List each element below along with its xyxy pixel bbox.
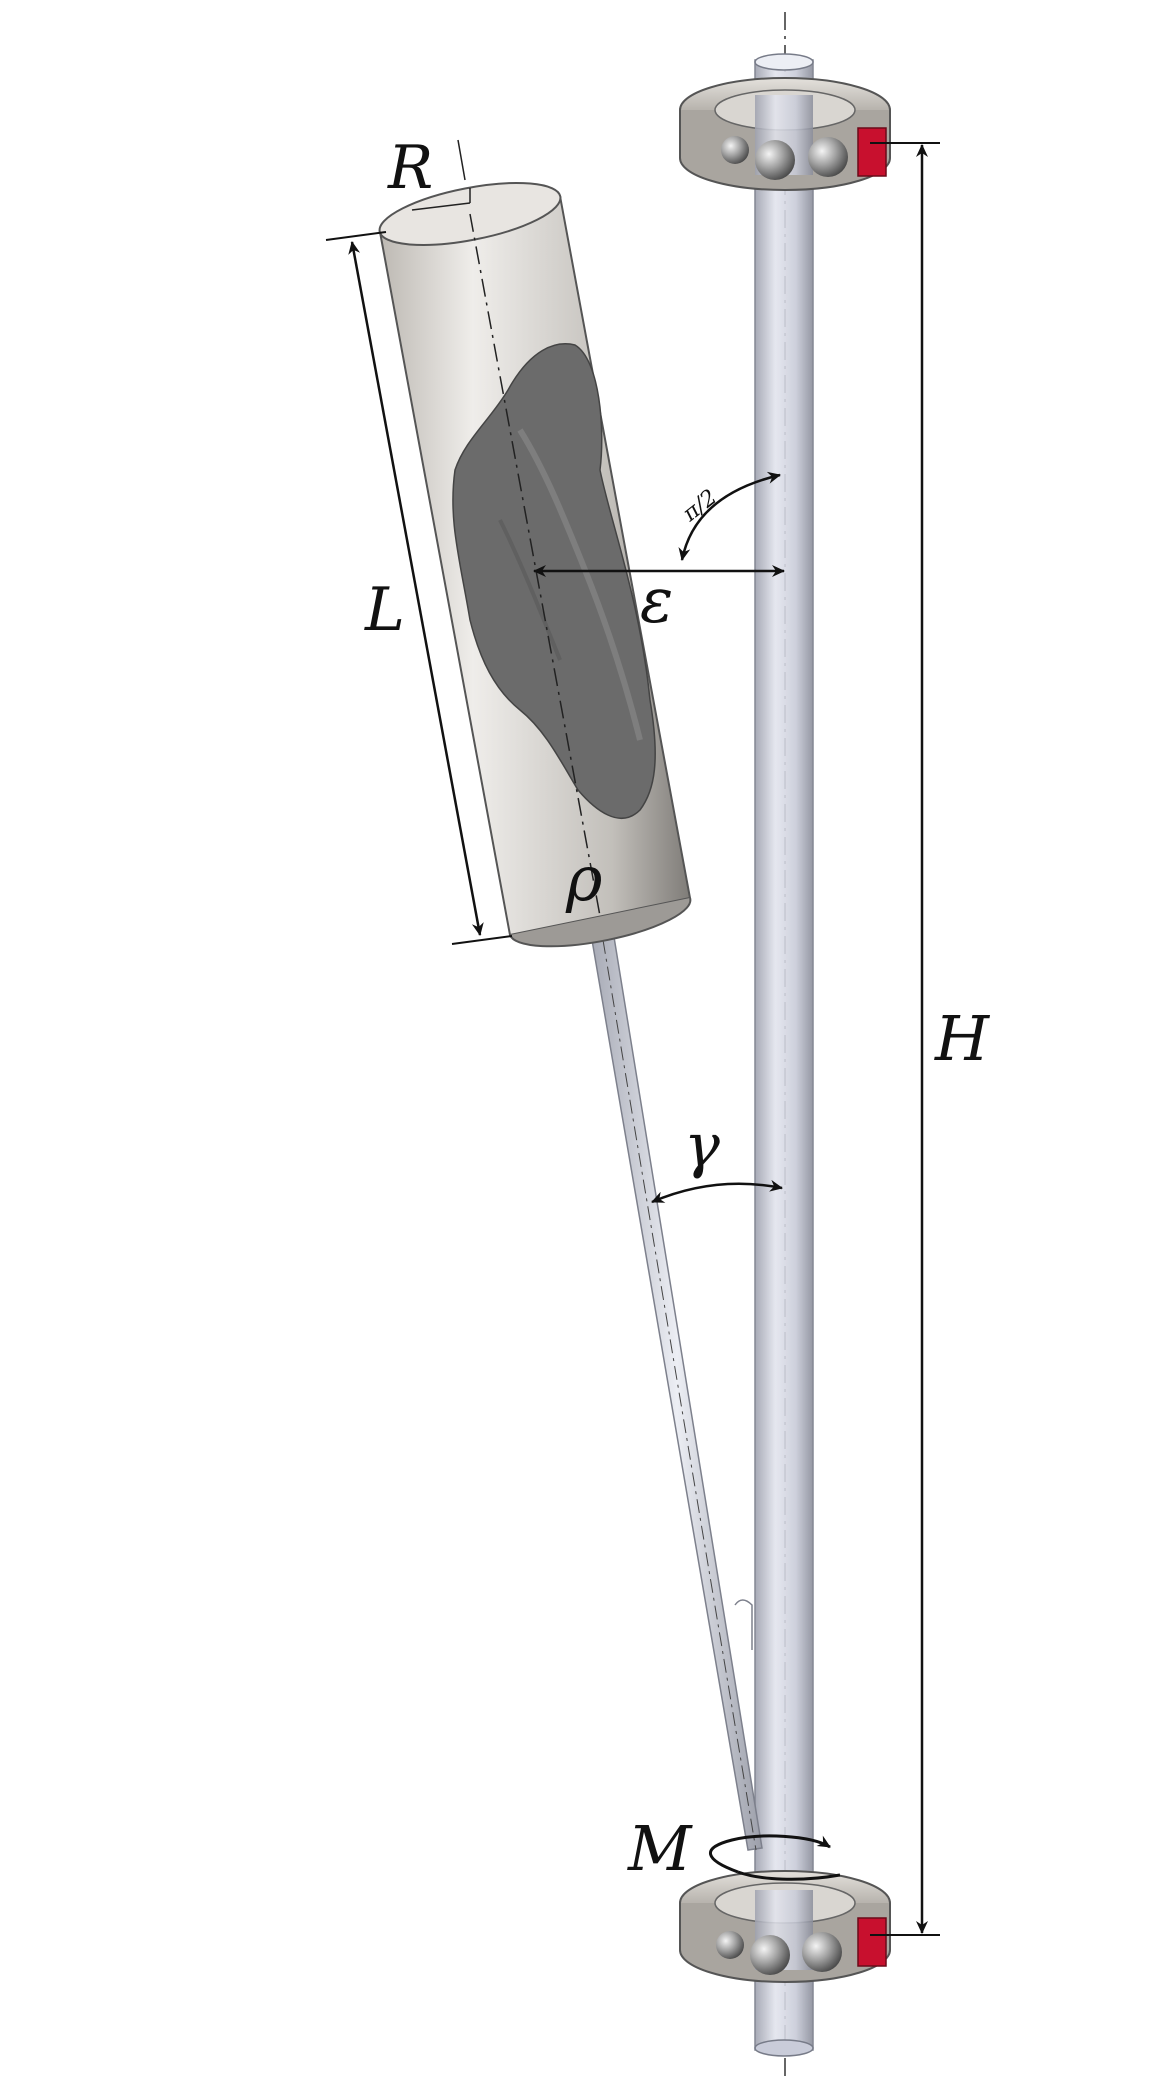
label-L: L xyxy=(364,575,405,645)
dimension-H xyxy=(870,142,940,1936)
label-epsilon: ε xyxy=(640,564,673,637)
right-angle-arc xyxy=(678,471,781,561)
tilted-cylinder xyxy=(378,139,692,948)
bottom-bearing xyxy=(679,1870,891,1983)
dimension-L xyxy=(325,231,513,945)
inclined-rod xyxy=(591,936,763,1851)
label-gamma: γ xyxy=(684,1111,720,1181)
label-R: R xyxy=(387,133,433,203)
angle-gamma-arc xyxy=(651,1179,783,1204)
label-rho: ρ xyxy=(565,842,602,915)
main-shaft xyxy=(754,53,814,2057)
label-pi-over-2: π/2 xyxy=(678,485,722,527)
top-bearing xyxy=(679,77,891,191)
torque-M-arrow xyxy=(709,1834,841,1881)
label-M: M xyxy=(627,1812,693,1885)
label-H: H xyxy=(934,1002,991,1075)
